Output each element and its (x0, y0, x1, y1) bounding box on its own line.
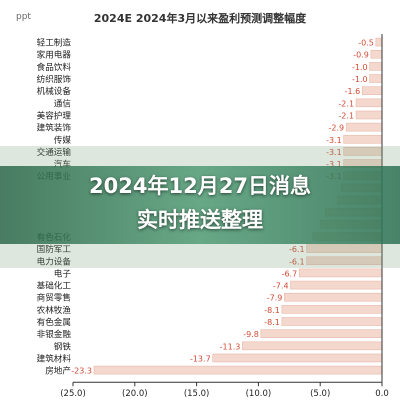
bar-1 (370, 49, 383, 59)
bar-2 (369, 62, 383, 71)
bar-0 (375, 37, 383, 47)
value-label-20: -7.4 (273, 282, 289, 291)
value-label-7: -2.9 (329, 124, 345, 133)
value-label-9: -3.1 (326, 148, 342, 157)
value-label-26: -13.7 (190, 354, 211, 363)
category-label-18: 电力设备 (37, 255, 72, 267)
category-label-17: 国防军工 (37, 243, 72, 255)
value-label-10: -3.1 (326, 160, 342, 169)
value-label-2: -1.0 (352, 63, 368, 72)
bar-6 (355, 110, 383, 120)
bar-26 (212, 353, 383, 363)
x-tick-label-2: (15.0) (184, 389, 210, 399)
value-label-0: -0.5 (358, 39, 374, 48)
x-tick-label-5: 0.0 (375, 389, 389, 399)
value-label-22: -8.1 (264, 306, 280, 315)
x-tick-label-0: (25.0) (60, 389, 86, 399)
bar-20 (290, 280, 383, 290)
bar-25 (242, 341, 383, 351)
category-label-21: 商贸零售 (37, 292, 71, 304)
value-label-8: -3.1 (326, 136, 342, 145)
value-label-23: -8.1 (264, 318, 280, 327)
category-label-24: 非银金融 (37, 328, 72, 340)
category-label-1: 家用电器 (37, 49, 72, 61)
category-label-27: 房地产 (45, 365, 71, 377)
bar-23 (281, 317, 383, 326)
headline-line-1: 2024年12月27日消息 (89, 174, 311, 198)
category-label-25: 钢铁 (54, 340, 72, 352)
value-label-25: -11.3 (220, 342, 241, 351)
headline: 2024年12月27日消息 实时推送整理 (0, 169, 400, 237)
bar-21 (284, 292, 383, 302)
chart-title: 2024E 2024年3月以来盈利预测调整幅度 (93, 12, 307, 25)
category-label-0: 轻工制造 (37, 37, 72, 49)
category-label-26: 建筑材料 (37, 352, 72, 364)
value-label-18: -6.1 (289, 257, 305, 266)
value-label-5: -2.1 (338, 99, 354, 108)
category-label-9: 交通运输 (37, 146, 72, 158)
category-label-22: 农林牧渔 (37, 304, 72, 316)
value-label-4: -1.6 (345, 87, 361, 96)
bar-4 (361, 86, 383, 95)
bar-24 (260, 329, 383, 338)
x-tick-label-4: (5.0) (310, 389, 330, 399)
unit-label: ppt (16, 12, 31, 22)
category-label-3: 纺织服饰 (37, 73, 72, 85)
bar-3 (369, 74, 383, 83)
category-label-19: 电子 (54, 267, 72, 279)
category-label-23: 有色金属 (37, 316, 71, 328)
value-label-27: -23.3 (71, 367, 92, 376)
value-label-3: -1.0 (352, 75, 368, 84)
value-label-24: -9.8 (243, 330, 259, 339)
bar-5 (355, 98, 383, 108)
bar-7 (345, 122, 383, 132)
x-tick-label-1: (20.0) (122, 389, 148, 399)
bar-8 (343, 134, 383, 144)
value-label-17: -6.1 (289, 245, 305, 254)
value-label-6: -2.1 (338, 111, 354, 120)
category-label-20: 基础化工 (37, 280, 72, 292)
value-label-1: -0.9 (353, 51, 369, 60)
value-label-19: -6.7 (282, 269, 298, 278)
category-label-5: 通信 (54, 97, 72, 109)
category-label-2: 食品饮料 (37, 61, 72, 73)
bar-19 (298, 268, 383, 278)
bar-27 (93, 365, 383, 375)
category-label-4: 机械设备 (37, 85, 72, 97)
value-label-21: -7.9 (267, 294, 283, 303)
headline-line-2: 实时推送整理 (137, 208, 263, 232)
x-tick-label-3: (10.0) (246, 389, 272, 399)
headline-banner (0, 166, 400, 244)
bar-22 (281, 305, 383, 314)
category-label-6: 美容护理 (37, 109, 72, 121)
category-label-7: 建筑装饰 (37, 122, 72, 134)
category-label-8: 传媒 (54, 134, 72, 146)
